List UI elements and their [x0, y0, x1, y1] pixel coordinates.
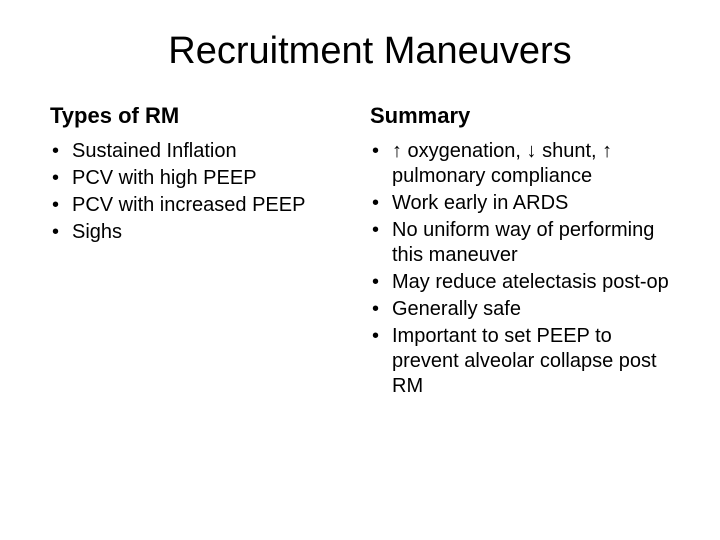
- types-list: Sustained Inflation PCV with high PEEP P…: [50, 139, 350, 245]
- list-item: Work early in ARDS: [370, 191, 670, 216]
- list-item: Generally safe: [370, 297, 670, 322]
- list-item: PCV with increased PEEP: [50, 193, 350, 218]
- list-item: PCV with high PEEP: [50, 166, 350, 191]
- list-item: Sighs: [50, 220, 350, 245]
- list-item: Sustained Inflation: [50, 139, 350, 164]
- left-column: Types of RM Sustained Inflation PCV with…: [50, 103, 350, 401]
- right-heading: Summary: [370, 103, 670, 129]
- list-item: Important to set PEEP to prevent alveola…: [370, 324, 670, 399]
- list-item: No uniform way of performing this maneuv…: [370, 218, 670, 268]
- list-item: May reduce atelectasis post-op: [370, 270, 670, 295]
- list-item: ↑ oxygenation, ↓ shunt, ↑ pulmonary comp…: [370, 139, 670, 189]
- two-column-layout: Types of RM Sustained Inflation PCV with…: [50, 103, 670, 401]
- left-heading: Types of RM: [50, 103, 350, 129]
- summary-list: ↑ oxygenation, ↓ shunt, ↑ pulmonary comp…: [370, 139, 670, 399]
- right-column: Summary ↑ oxygenation, ↓ shunt, ↑ pulmon…: [370, 103, 670, 401]
- slide-title: Recruitment Maneuvers: [50, 30, 670, 73]
